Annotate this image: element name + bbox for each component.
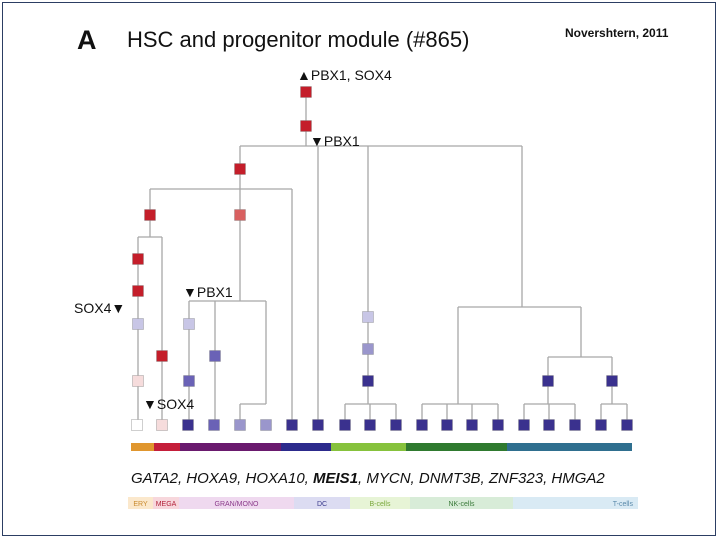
legend-swatch	[410, 497, 513, 509]
tree-nodes	[131, 86, 633, 431]
regulator-arrow: ▼	[111, 300, 125, 316]
regulator-label-top: ▲PBX1, SOX4	[297, 67, 392, 83]
leaf-sample	[441, 419, 453, 431]
leaf-sample	[131, 419, 143, 431]
legend-label: MEGA	[156, 501, 177, 508]
color-bar-segment	[180, 443, 281, 451]
regulator-label-root: ▼PBX1	[310, 133, 360, 149]
citation: Novershtern, 2011	[565, 26, 669, 40]
tree-node	[234, 209, 246, 221]
legend-swatch	[179, 497, 294, 509]
legend-swatch	[513, 497, 638, 509]
tree-node	[362, 343, 374, 355]
leaf-sample	[595, 419, 607, 431]
tree-node	[144, 209, 156, 221]
regulator-arrow: ▼	[310, 133, 324, 149]
leaf-sample	[182, 419, 194, 431]
gene-hmga2: HMGA2	[551, 470, 605, 487]
leaf-sample	[364, 419, 376, 431]
leaf-sample	[466, 419, 478, 431]
regulator-label-gran: ▼PBX1	[183, 284, 233, 300]
leaf-sample	[390, 419, 402, 431]
tree-node	[362, 311, 374, 323]
legend-label: GRAN/MONO	[215, 501, 260, 508]
legend-label: T-cells	[613, 501, 634, 508]
legend-label: DC	[317, 501, 327, 508]
color-bar-segment	[406, 443, 507, 451]
tree-node	[132, 285, 144, 297]
leaf-sample	[621, 419, 633, 431]
tree-node	[209, 350, 221, 362]
tree-node	[606, 375, 618, 387]
leaf-sample	[416, 419, 428, 431]
cell-type-color-bar	[131, 443, 632, 451]
legend-swatch	[153, 497, 179, 509]
tree-node	[132, 253, 144, 265]
gene-hoxa10: HOXA10,	[245, 470, 313, 487]
regulator-label-bottom: ▼SOX4	[143, 396, 194, 412]
legend-swatch	[294, 497, 350, 509]
cell-type-legend: ERY MEGA GRAN/MONO DC B-cells NK-cells T-cells	[128, 497, 638, 509]
figure-title: HSC and progenitor module (#865)	[127, 27, 469, 52]
tree-node	[542, 375, 554, 387]
regulator-arrow: ▼	[183, 284, 197, 300]
gene-hoxa9: HOXA9,	[186, 470, 245, 487]
leaf-sample	[339, 419, 351, 431]
tree-node	[183, 318, 195, 330]
tree-node	[300, 86, 312, 98]
legend-swatch	[350, 497, 410, 509]
tree-edges	[137, 92, 628, 425]
color-bar-segment	[331, 443, 406, 451]
legend-label: B-cells	[369, 501, 391, 508]
leaf-sample	[208, 419, 220, 431]
gene-gata2: GATA2,	[131, 470, 186, 487]
leaf-sample	[492, 419, 504, 431]
leaf-sample	[518, 419, 530, 431]
regulator-arrow: ▼	[143, 396, 157, 412]
color-bar-segment	[507, 443, 632, 451]
color-bar-segment	[154, 443, 180, 451]
tree-node	[183, 375, 195, 387]
regulator-text: PBX1	[197, 284, 233, 300]
leaf-sample	[156, 419, 168, 431]
leaf-sample	[312, 419, 324, 431]
legend-label: NK-cells	[448, 501, 475, 508]
tree-node	[300, 120, 312, 132]
leaf-sample	[543, 419, 555, 431]
gene-znf323: ZNF323,	[488, 470, 552, 487]
regulator-text: PBX1	[324, 133, 360, 149]
regulator-label-left: SOX4▼	[74, 300, 125, 316]
gene-dnmt3b: DNMT3B,	[419, 470, 489, 487]
color-bar-segment	[131, 443, 154, 451]
tree-node	[234, 163, 246, 175]
panel-label: A	[77, 25, 97, 55]
leaf-sample	[286, 419, 298, 431]
regulator-text: SOX4	[157, 396, 195, 412]
leaf-sample	[569, 419, 581, 431]
tree-node	[156, 350, 168, 362]
gene-mycn: , MYCN,	[358, 470, 419, 487]
legend-swatch	[128, 497, 153, 509]
tree-node	[132, 375, 144, 387]
tree-node	[362, 375, 374, 387]
tree-node	[132, 318, 144, 330]
regulator-arrow: ▲	[297, 67, 311, 83]
color-bar-segment	[281, 443, 331, 451]
regulator-text: SOX4	[74, 300, 112, 316]
legend-label: ERY	[133, 501, 148, 508]
leaf-sample	[234, 419, 246, 431]
gene-meis1: MEIS1	[313, 470, 358, 487]
gene-list: GATA2, HOXA9, HOXA10, MEIS1, MYCN, DNMT3…	[131, 470, 605, 487]
regulator-text: PBX1, SOX4	[311, 67, 392, 83]
leaf-sample	[260, 419, 272, 431]
